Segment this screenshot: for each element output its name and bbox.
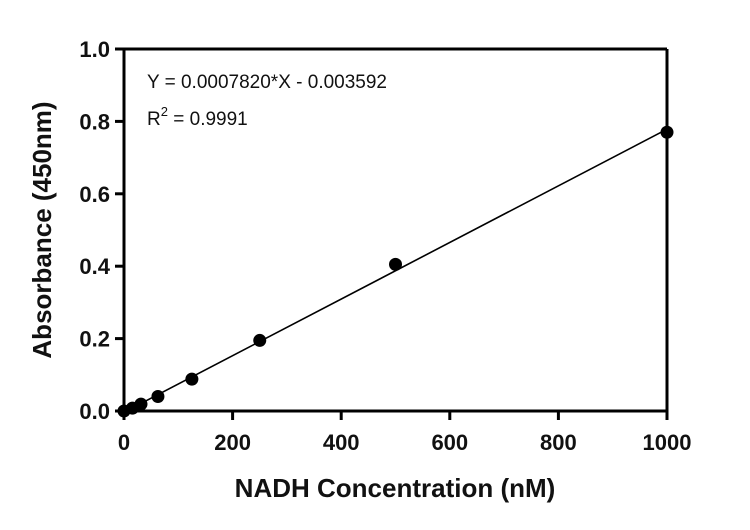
data-points-layer: [117, 125, 674, 418]
y-tick-label: 0.6: [79, 182, 110, 207]
y-tick-label: 0.4: [79, 254, 110, 279]
data-point: [151, 390, 165, 404]
data-point: [253, 333, 267, 347]
x-tick-label: 800: [540, 430, 577, 455]
x-tick-label: 1000: [643, 430, 692, 455]
y-tick-label: 0.2: [79, 327, 110, 352]
r-squared-superscript: 2: [161, 104, 168, 119]
r-squared-prefix: R: [147, 109, 161, 130]
plot-area: 0 200 400 600 800 1000 0.0 0.2 0.4 0.6 0.8 1.0: [79, 37, 691, 455]
y-tick-label: 0.0: [79, 399, 110, 424]
x-axis-title: NADH Concentration (nM): [235, 473, 556, 503]
y-axis-ticks: 0.0 0.2 0.4 0.6 0.8 1.0: [79, 37, 124, 424]
r-squared-annotation: R2 = 0.9991: [147, 104, 248, 130]
x-tick-label: 200: [214, 430, 251, 455]
x-tick-label: 600: [431, 430, 468, 455]
y-tick-label: 0.8: [79, 109, 110, 134]
data-point: [660, 125, 674, 139]
x-tick-label: 400: [323, 430, 360, 455]
x-axis-ticks: 0 200 400 600 800 1000: [118, 411, 692, 455]
equation-annotation: Y = 0.0007820*X - 0.003592: [147, 72, 387, 93]
r-squared-value: = 0.9991: [168, 109, 248, 130]
x-tick-label: 0: [118, 430, 130, 455]
data-point: [185, 372, 199, 386]
y-tick-label: 1.0: [79, 37, 110, 62]
y-axis-title: Absorbance (450nm): [27, 101, 57, 358]
data-point: [134, 397, 148, 411]
data-point: [389, 257, 402, 271]
